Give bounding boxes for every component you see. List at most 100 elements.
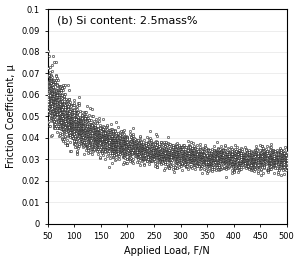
Point bbox=[91, 146, 95, 151]
Point bbox=[154, 155, 159, 159]
Point bbox=[82, 133, 86, 137]
Point bbox=[78, 116, 83, 121]
Point bbox=[260, 144, 265, 149]
Point bbox=[46, 78, 51, 83]
Point bbox=[188, 156, 193, 160]
Point bbox=[164, 154, 169, 158]
Point bbox=[103, 139, 108, 144]
Point bbox=[85, 146, 90, 150]
Point bbox=[178, 163, 183, 168]
Point bbox=[53, 120, 58, 124]
Point bbox=[197, 164, 202, 168]
Point bbox=[180, 157, 185, 161]
Point bbox=[268, 142, 273, 146]
Point bbox=[110, 141, 115, 145]
Point bbox=[52, 87, 57, 91]
Point bbox=[50, 100, 55, 105]
Point bbox=[167, 154, 172, 158]
Point bbox=[59, 107, 64, 111]
Point bbox=[176, 161, 181, 165]
Point bbox=[259, 160, 263, 165]
Point bbox=[140, 150, 145, 154]
Point bbox=[252, 162, 256, 166]
Point bbox=[187, 144, 192, 148]
Point bbox=[139, 150, 144, 154]
Point bbox=[247, 160, 252, 164]
Point bbox=[283, 167, 287, 172]
Point bbox=[73, 105, 78, 109]
Point bbox=[132, 142, 137, 146]
Point bbox=[231, 165, 236, 169]
Point bbox=[231, 157, 236, 162]
Point bbox=[106, 134, 111, 138]
Point bbox=[57, 86, 62, 91]
Point bbox=[75, 146, 80, 150]
Point bbox=[93, 145, 98, 149]
Point bbox=[198, 157, 203, 161]
Point bbox=[254, 150, 258, 154]
Point bbox=[54, 108, 59, 112]
Point bbox=[272, 154, 277, 158]
Point bbox=[68, 107, 73, 111]
Point bbox=[174, 157, 179, 161]
Point bbox=[52, 119, 57, 123]
Point bbox=[165, 149, 170, 153]
Point bbox=[194, 158, 199, 162]
Point bbox=[261, 157, 266, 162]
Point bbox=[199, 157, 204, 161]
Point bbox=[88, 127, 93, 131]
Point bbox=[78, 127, 83, 131]
Point bbox=[195, 157, 200, 161]
Point bbox=[284, 152, 288, 157]
Point bbox=[181, 159, 186, 163]
Point bbox=[145, 154, 150, 159]
Point bbox=[63, 134, 68, 139]
Point bbox=[284, 151, 289, 155]
Point bbox=[102, 139, 106, 143]
Point bbox=[178, 145, 183, 149]
Point bbox=[235, 157, 240, 161]
Point bbox=[241, 157, 245, 161]
Point bbox=[60, 111, 65, 116]
Point bbox=[184, 161, 189, 165]
Point bbox=[72, 132, 77, 136]
Point bbox=[157, 151, 162, 155]
Point bbox=[130, 150, 135, 155]
Point bbox=[92, 140, 97, 144]
Point bbox=[221, 159, 226, 163]
Point bbox=[241, 159, 246, 163]
Point bbox=[87, 130, 92, 134]
Point bbox=[222, 143, 227, 147]
Point bbox=[242, 156, 247, 160]
Point bbox=[107, 137, 112, 141]
Point bbox=[101, 141, 106, 146]
Point bbox=[153, 152, 158, 156]
Point bbox=[57, 101, 62, 105]
Point bbox=[112, 153, 117, 157]
Point bbox=[188, 160, 193, 164]
Point bbox=[176, 153, 181, 157]
Point bbox=[50, 80, 55, 84]
Point bbox=[66, 118, 70, 123]
Point bbox=[64, 111, 69, 116]
Point bbox=[51, 92, 56, 96]
Point bbox=[70, 108, 75, 112]
Point bbox=[86, 145, 91, 149]
Point bbox=[115, 146, 119, 150]
Point bbox=[67, 122, 72, 126]
Point bbox=[134, 148, 138, 152]
Point bbox=[200, 158, 205, 162]
Point bbox=[142, 153, 147, 157]
Point bbox=[211, 156, 215, 161]
Point bbox=[103, 129, 108, 133]
Point bbox=[103, 129, 108, 134]
Point bbox=[272, 150, 276, 154]
Point bbox=[238, 167, 242, 171]
Point bbox=[210, 147, 215, 151]
Point bbox=[49, 75, 54, 79]
Point bbox=[72, 120, 77, 124]
Point bbox=[228, 151, 233, 155]
Point bbox=[253, 163, 258, 168]
Point bbox=[274, 157, 279, 161]
Point bbox=[113, 146, 118, 150]
